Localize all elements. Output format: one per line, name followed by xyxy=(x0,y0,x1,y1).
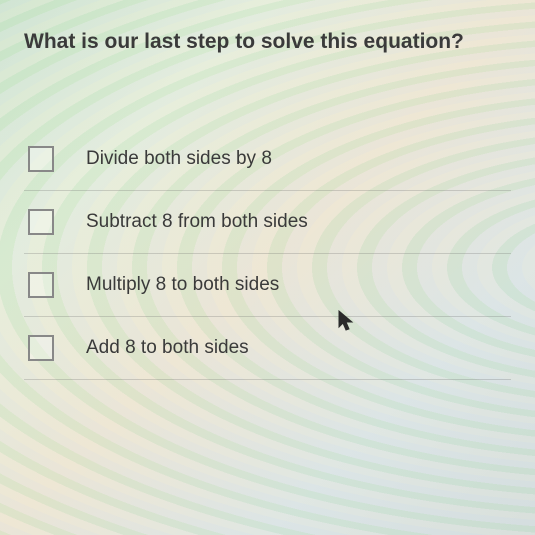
option-row[interactable]: Divide both sides by 8 xyxy=(24,128,511,191)
option-label: Add 8 to both sides xyxy=(86,337,249,359)
option-label: Subtract 8 from both sides xyxy=(86,211,308,233)
option-row[interactable]: Multiply 8 to both sides xyxy=(24,254,511,317)
option-label: Multiply 8 to both sides xyxy=(86,274,279,296)
question-text: What is our last step to solve this equa… xyxy=(24,28,511,56)
option-checkbox-2[interactable] xyxy=(28,272,54,298)
option-checkbox-3[interactable] xyxy=(28,335,54,361)
option-checkbox-1[interactable] xyxy=(28,209,54,235)
option-label: Divide both sides by 8 xyxy=(86,148,272,170)
option-checkbox-0[interactable] xyxy=(28,146,54,172)
option-row[interactable]: Add 8 to both sides xyxy=(24,317,511,380)
quiz-panel: What is our last step to solve this equa… xyxy=(0,0,535,380)
option-row[interactable]: Subtract 8 from both sides xyxy=(24,191,511,254)
